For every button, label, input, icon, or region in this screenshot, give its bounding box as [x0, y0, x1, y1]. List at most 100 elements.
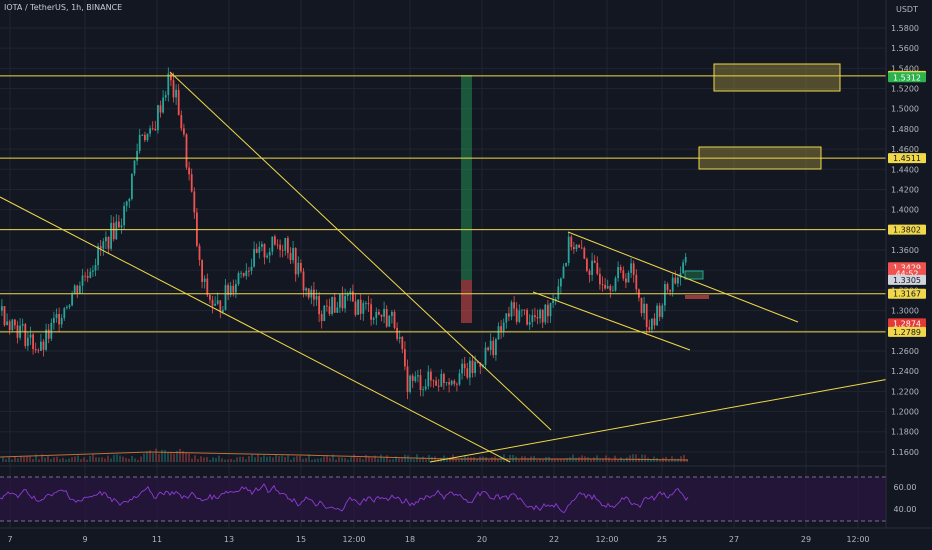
candle-body — [671, 277, 674, 292]
candle-body — [479, 362, 482, 367]
price-tick-label: 1.2600 — [891, 347, 919, 356]
volume-bar — [290, 459, 292, 462]
volume-bar — [233, 459, 235, 462]
price-tick-label: 1.4800 — [891, 125, 919, 134]
price-label-text: 1.5312 — [893, 73, 921, 82]
volume-bar — [509, 454, 511, 462]
candle-body — [203, 278, 206, 282]
volume-bar — [173, 453, 175, 462]
candle-body — [346, 293, 349, 296]
candle-body — [11, 319, 14, 331]
volume-bar — [503, 454, 505, 462]
volume-bar — [446, 457, 448, 462]
candle-body — [393, 311, 396, 328]
candle-body — [162, 97, 164, 113]
volume-bar — [95, 457, 97, 462]
candle-body — [180, 115, 183, 129]
candle-body — [164, 95, 167, 98]
volume-bar — [83, 457, 85, 462]
volume-bar — [263, 455, 265, 462]
candle-body — [586, 258, 588, 271]
candle-body — [157, 105, 159, 131]
volume-bar — [179, 448, 181, 462]
volume-bar — [671, 456, 673, 462]
candle-body — [193, 191, 196, 213]
candle-body — [320, 314, 323, 322]
candle-body — [599, 273, 601, 285]
volume-bar — [122, 456, 124, 462]
volume-bar — [65, 459, 67, 462]
volume-bar — [272, 457, 274, 462]
candle-body — [133, 160, 136, 174]
candle-body — [674, 277, 677, 284]
volume-bar — [527, 458, 529, 462]
candle-body — [284, 238, 287, 251]
candle-body — [144, 134, 146, 141]
candle-body — [326, 305, 328, 307]
volume-bar — [113, 454, 115, 462]
candle-body — [279, 244, 281, 250]
candle-body — [172, 80, 175, 98]
candle-body — [352, 291, 354, 302]
candle-body — [588, 270, 591, 275]
candle-body — [3, 306, 6, 326]
volume-bar — [476, 458, 478, 462]
volume-bar — [227, 459, 229, 462]
candle-body — [50, 322, 53, 339]
volume-bar — [5, 459, 7, 462]
candle-body — [190, 174, 193, 192]
candle-body — [276, 244, 279, 246]
candle-body — [515, 308, 518, 322]
candle-body — [287, 238, 289, 254]
volume-bar — [389, 459, 391, 462]
candle-body — [81, 275, 84, 286]
time-tick-label: 12:00 — [595, 535, 618, 544]
candle-body — [185, 134, 188, 168]
candle-body — [679, 273, 682, 278]
price-axis[interactable]: USDT 1.5800 1.5600 1.5400 1.5200 1.5000 1.4800… — [885, 0, 932, 550]
candle-body — [604, 284, 606, 289]
candle-body — [24, 324, 27, 347]
volume-bar — [269, 456, 271, 462]
volume-bar — [575, 457, 577, 462]
volume-bar — [632, 454, 634, 462]
candle-body — [196, 212, 198, 246]
volume-bar — [92, 454, 94, 462]
volume-bar — [659, 459, 661, 462]
candle-body — [372, 317, 375, 320]
candle-body — [541, 309, 544, 323]
volume-bar — [86, 459, 88, 462]
candle-body — [596, 262, 599, 274]
price-label-text: 1.4511 — [893, 154, 921, 163]
volume-bar — [590, 459, 592, 462]
candle-body — [333, 297, 336, 313]
candle-body — [625, 278, 627, 283]
candle-body — [661, 305, 664, 317]
candle-body — [484, 347, 487, 365]
volume-bar — [359, 457, 361, 462]
candle-body — [71, 293, 73, 306]
candle-body — [448, 382, 450, 385]
candle-body — [300, 262, 302, 272]
time-tick-label: 20 — [477, 535, 487, 544]
candle-body — [313, 289, 315, 300]
candle-body — [107, 236, 110, 249]
candle-body — [297, 262, 300, 275]
candle-body — [500, 326, 502, 332]
candle-body — [34, 349, 37, 351]
candle-body — [151, 128, 154, 130]
volume-bar — [305, 458, 307, 462]
time-axis[interactable]: 7 9 11 13 15 12:00 18 20 22 12:00 25 27 29 12:00 — [0, 527, 932, 550]
candle-body — [666, 284, 669, 291]
volume-bar — [353, 454, 355, 462]
volume-bar — [119, 455, 121, 462]
volume-bar — [344, 458, 346, 462]
candle-body — [60, 317, 63, 325]
candle-body — [253, 248, 255, 267]
volume-bar — [254, 457, 256, 462]
price-tick-label: 1.4000 — [891, 206, 919, 215]
candle-body — [591, 260, 593, 275]
candle-body — [315, 296, 318, 300]
price-label-text: 1.3305 — [893, 276, 921, 285]
